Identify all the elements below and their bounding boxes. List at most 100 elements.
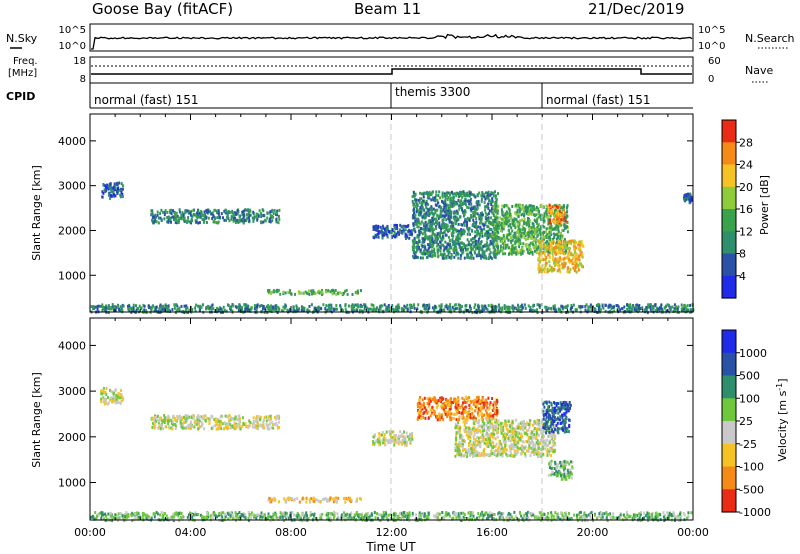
power-cell [480,218,483,222]
velocity-cell [326,499,328,503]
velocity-cell [269,515,272,519]
power-cell [178,210,181,214]
power-cell [480,220,483,224]
power-cell [506,243,509,247]
power-cell [521,212,524,216]
power-cell [114,188,117,191]
power-cell [506,205,509,209]
velocity-cell [296,497,299,501]
power-cell [458,207,461,211]
power-cell [430,206,433,210]
power-cell [490,228,493,232]
power-cell [424,248,427,252]
power-cell [442,223,445,227]
velocity-cell [227,426,230,430]
power-cell [432,240,435,244]
velocity-cell [200,420,203,424]
power-cell [432,215,435,219]
velocity-cell [197,414,200,418]
power-cell [359,289,362,293]
power-cell [376,232,379,236]
power-cell [489,235,492,239]
power-cell [413,236,416,240]
power-cell [455,194,458,198]
power-cell [564,250,567,254]
power-cell [178,307,181,311]
power-cell [153,309,156,313]
power-cell [242,217,245,221]
power-cell [449,193,451,197]
power-cell [474,209,476,213]
power-cell [404,224,407,228]
power-cell [452,215,455,219]
power-cell [131,307,133,311]
power-cell [525,206,528,210]
power-cell [118,181,121,185]
power-cell [492,235,495,239]
power-cell [539,228,542,232]
power-cell [533,218,536,222]
power-colorbar-swatch [722,231,736,255]
power-cell [435,190,438,194]
power-cell [560,221,563,225]
power-cell [423,240,426,244]
power-cell [495,226,498,230]
power-cell [457,303,460,307]
velocity-cell [262,426,265,430]
power-cell [279,292,282,296]
power-cell [520,233,523,237]
power-cell [466,232,469,236]
velocity-cell [629,514,632,518]
power-cell [454,222,457,226]
power-cell [113,305,116,309]
power-cell [683,307,686,311]
velocity-cell [510,515,513,519]
power-cell [361,309,363,313]
freq-trace [91,68,692,75]
power-cell [379,230,382,234]
velocity-cell [329,519,332,523]
velocity-cell [144,515,147,519]
power-cell [383,228,386,231]
power-cell [485,219,488,223]
velocity-cell [229,426,232,430]
power-cell [497,303,500,307]
power-cell [238,303,241,307]
power-cell [419,213,421,217]
power-cell [121,309,124,313]
power-cell [411,199,414,203]
power-cell [205,221,208,224]
power-cell [431,245,433,249]
power-cell [404,232,407,236]
power-cell [487,190,490,194]
power-cell [519,203,522,207]
power-cell [444,196,447,200]
power-cell [450,232,453,236]
power-colorbar-swatch [722,164,736,188]
velocity-cell [251,425,254,429]
power-cell [510,226,513,230]
power-cell [634,305,637,309]
power-cell [135,304,137,308]
power-cell [414,213,417,217]
power-cell [517,303,519,307]
power-cell [541,239,544,243]
velocity-cell [183,421,185,425]
velocity-cell [596,517,598,521]
power-cell [484,197,487,201]
power-cell [567,246,570,250]
power-cell [377,224,380,228]
power-cell [318,291,321,295]
power-cell [566,304,569,308]
power-cell [531,233,534,237]
power-cell [166,309,169,313]
power-cell [461,304,463,308]
power-cell [392,234,395,238]
power-cell [430,234,433,238]
power-cell [506,305,509,309]
power-cell [111,303,114,307]
power-cell [112,305,114,309]
power-cell [466,238,469,242]
power-cell [365,306,368,310]
